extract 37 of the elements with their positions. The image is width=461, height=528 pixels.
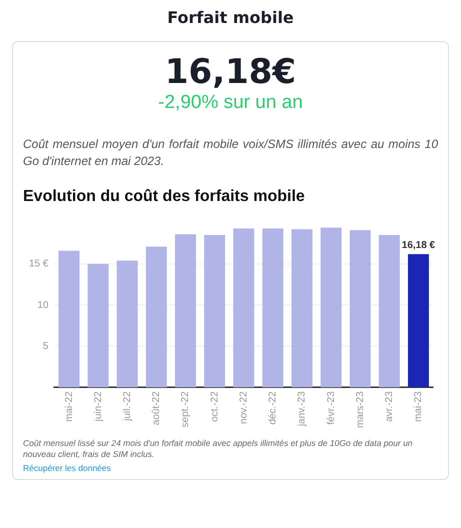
chart-title: Evolution du coût des forfaits mobile <box>23 188 306 206</box>
bar <box>262 228 284 388</box>
y-tick-label: 15 € <box>28 258 49 270</box>
x-tick-label: févr.-23 <box>326 390 337 425</box>
bar <box>88 264 109 388</box>
bar <box>320 228 342 388</box>
x-tick-label: juin-22 <box>92 390 104 422</box>
x-tick-label: oct.-22 <box>209 390 220 422</box>
x-tick-label: sept.-22 <box>180 390 192 428</box>
x-tick-label: déc.-22 <box>268 390 279 425</box>
data-label: 16,18 € <box>402 240 436 251</box>
bar <box>146 246 167 388</box>
x-tick-label: mars-23 <box>354 390 366 428</box>
text: Récupérer les données <box>23 463 112 473</box>
bar <box>175 234 196 388</box>
bar <box>291 229 312 388</box>
text: Coût mensuel moyen d'un forfait mobile voix/SMS illimités avec au moins 10 Go d'internet en mai 2023. <box>23 136 438 170</box>
x-tick-label: avr.-23 <box>384 390 396 422</box>
y-tick-label: 5 <box>42 340 49 352</box>
text: -2,90% sur un an <box>157 92 304 114</box>
x-tick-label: nov.-22 <box>238 390 250 424</box>
bar <box>116 260 138 388</box>
bar <box>408 254 429 388</box>
text: 16,18€ <box>164 52 298 92</box>
x-tick-label: mai-23 <box>413 390 424 422</box>
x-tick-label: mai-22 <box>64 390 75 422</box>
text: Forfait mobile <box>166 8 295 27</box>
bar <box>233 228 254 388</box>
bar <box>350 230 371 388</box>
text: Coût mensuel lissé sur 24 mois d'un forfait mobile avec appels illimités et plus de 10Go de data pour un nouveau client, frais de SIM inclus. <box>23 438 414 460</box>
x-tick-label: juil.-22 <box>122 390 134 422</box>
bar <box>204 235 226 388</box>
x-tick-label: janv.-23 <box>296 390 308 428</box>
x-tick-label: août-22 <box>151 390 162 426</box>
y-tick-label: 10 <box>37 300 49 311</box>
bar <box>378 235 400 388</box>
bar <box>58 250 80 388</box>
